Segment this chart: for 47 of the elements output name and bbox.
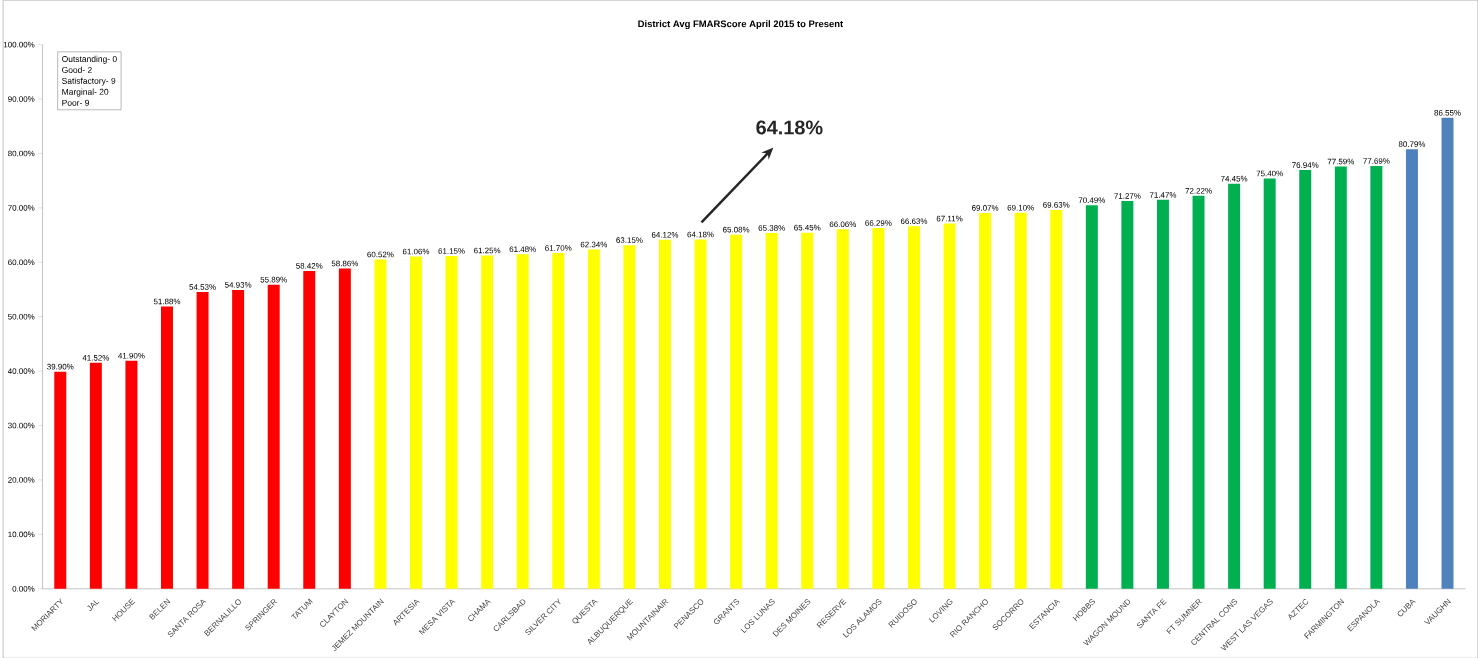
bar — [232, 289, 245, 589]
bar — [943, 223, 956, 589]
bar — [1334, 166, 1347, 589]
bar — [801, 232, 814, 589]
bar — [374, 259, 387, 589]
chart-title: District Avg FMARScore April 2015 to Present — [638, 20, 844, 29]
bar — [303, 270, 316, 589]
annotation: Poor- 9 — [62, 99, 89, 106]
annotation: Marginal- 20 — [62, 88, 109, 97]
bar — [1156, 199, 1169, 589]
bar — [1050, 209, 1063, 589]
bar — [1014, 212, 1027, 589]
bar — [267, 284, 280, 589]
bar — [445, 255, 458, 589]
bar — [338, 268, 351, 589]
annotation: Good- 2 — [62, 66, 92, 73]
bar — [836, 229, 849, 589]
bar — [1263, 178, 1276, 589]
bar — [730, 234, 743, 589]
bar — [196, 291, 209, 589]
bar — [765, 232, 778, 589]
bar — [658, 239, 671, 589]
bar — [1085, 205, 1098, 589]
bar — [481, 255, 494, 589]
bar — [552, 252, 565, 589]
bar — [89, 362, 102, 589]
annotation: Outstanding- 0 — [62, 55, 117, 64]
bar — [54, 371, 67, 589]
bar — [1228, 183, 1241, 589]
bar — [516, 254, 529, 589]
bar — [1405, 148, 1418, 589]
bar — [1441, 117, 1454, 589]
annotation: 64.18% — [756, 120, 823, 135]
bar — [409, 256, 422, 589]
bar — [587, 249, 600, 589]
bar — [979, 212, 992, 589]
bar — [1299, 169, 1312, 589]
bar — [125, 360, 138, 589]
bar — [694, 239, 707, 589]
bar — [1121, 200, 1134, 589]
bar — [161, 306, 173, 589]
bar — [1192, 195, 1205, 589]
bar — [872, 227, 885, 589]
bar — [907, 226, 920, 589]
bar — [623, 244, 636, 589]
bar — [1370, 165, 1383, 589]
annotation: Satisfactory- 9 — [62, 77, 116, 86]
